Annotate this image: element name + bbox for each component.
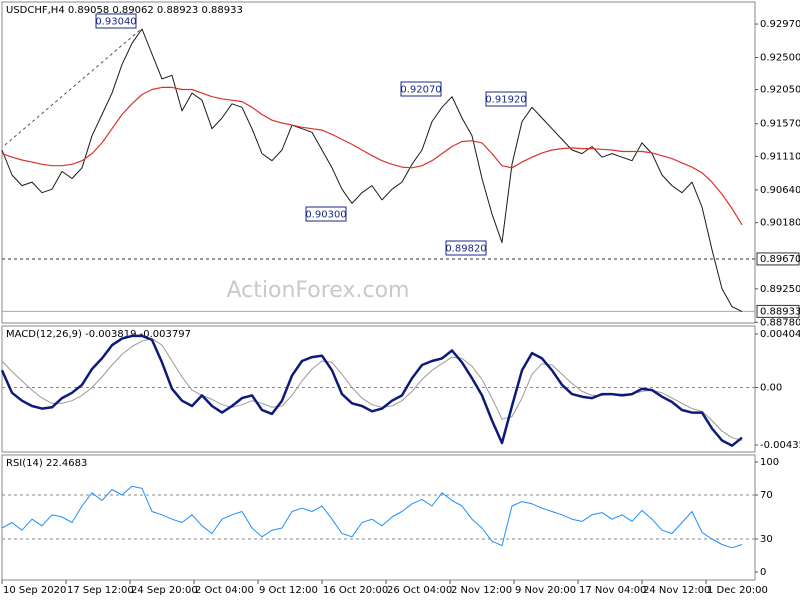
panel-title: USDCHF,H4 0.89058 0.89062 0.88923 0.8893…: [6, 5, 243, 16]
annotation: 0.90300: [305, 210, 346, 221]
x-tick-label: 26 Oct 04:00: [387, 585, 452, 596]
series-line: [1, 28, 743, 313]
series-line: [1, 485, 743, 549]
watermark: ActionForex.com: [227, 278, 410, 303]
price-level-label: 0.89670: [760, 254, 800, 265]
series-line: [1, 86, 743, 226]
x-tick-label: 9 Nov 20:00: [515, 585, 576, 596]
y-tick-label: 0.90640: [760, 185, 800, 196]
x-tick-label: 9 Oct 12:00: [259, 585, 318, 596]
y-tick-label: 0: [760, 567, 766, 578]
annotation-box: [400, 81, 442, 97]
y-tick-label: 70: [760, 490, 773, 501]
panel-title: RSI(14) 22.4683: [6, 458, 87, 469]
annotation-box: [95, 13, 137, 29]
x-tick-label: 2 Nov 12:00: [451, 585, 512, 596]
price-level-box: [756, 252, 800, 266]
y-tick-label: -0.004351: [760, 440, 800, 451]
x-tick-label: 24 Sep 20:00: [131, 585, 198, 596]
rsi-panel: [1, 454, 756, 581]
y-tick-label: 0.92500: [760, 53, 800, 64]
y-tick-label: 30: [760, 534, 773, 545]
annotation: 0.91920: [485, 95, 526, 106]
x-tick-label: 16 Oct 20:00: [323, 585, 388, 596]
annotation-box: [445, 240, 487, 256]
y-tick-label: 0.92050: [760, 85, 800, 96]
annotation-box: [485, 91, 527, 107]
annotation: 0.93040: [95, 17, 136, 28]
x-tick-label: 10 Sep 2020: [3, 585, 66, 596]
x-tick-label: 24 Nov 12:00: [643, 585, 710, 596]
x-tick-label: 17 Sep 12:00: [67, 585, 134, 596]
macd-panel: [1, 325, 756, 453]
y-tick-label: 0.90180: [760, 218, 800, 229]
x-tick-label: 17 Nov 04:00: [579, 585, 646, 596]
y-tick-label: 0.92970: [760, 19, 800, 30]
annotation: 0.92070: [400, 85, 441, 96]
price-panel: [1, 1, 756, 324]
y-tick-label: 0.91110: [760, 151, 800, 162]
annotation-box: [305, 206, 347, 222]
y-tick-label: 0.88780: [760, 317, 800, 328]
x-tick-label: 1 Dec 20:00: [707, 585, 768, 596]
series-line: [0, 334, 743, 447]
panel-title: MACD(12,26,9) -0.003819 -0.003797: [6, 329, 191, 340]
x-tick-label: 2 Oct 04:00: [195, 585, 254, 596]
price-level-box: [756, 304, 800, 318]
y-tick-label: 0.004048: [760, 329, 800, 340]
y-tick-label: 0.89250: [760, 284, 800, 295]
price-level-label: 0.88933: [760, 306, 800, 317]
y-tick-label: 0.00: [760, 382, 782, 393]
y-tick-label: 0.91570: [760, 119, 800, 130]
y-tick-label: 100: [760, 457, 779, 468]
annotation: 0.89820: [445, 244, 486, 255]
